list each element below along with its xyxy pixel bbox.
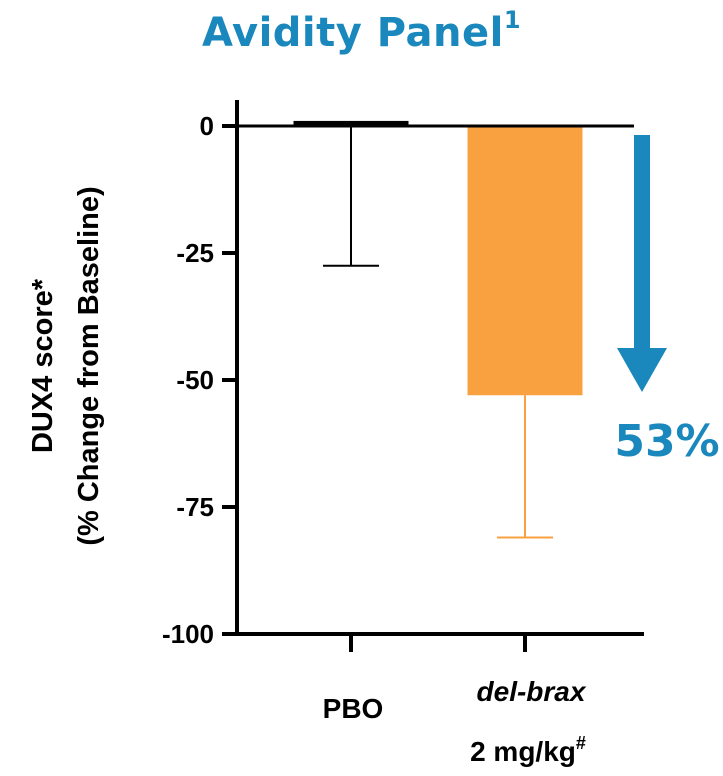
- y-tick-label: -50: [176, 365, 214, 395]
- y-axis-label-line2: (% Change from Baseline): [73, 186, 105, 545]
- bar: [293, 120, 409, 126]
- y-tick-label: -75: [176, 492, 214, 522]
- category-label: PBO: [323, 693, 384, 724]
- category-sublabel: 2 mg/kg#: [470, 733, 586, 767]
- y-tick-label: -100: [162, 619, 214, 649]
- y-tick-label: -25: [176, 238, 214, 268]
- reduction-arrow: [617, 135, 667, 392]
- reduction-percent-label: 53%: [614, 416, 719, 467]
- category-sublabel-superscript: #: [576, 733, 586, 753]
- y-tick-label: 0: [200, 111, 214, 141]
- title-superscript: 1: [503, 6, 522, 34]
- chart-title: Avidity Panel1: [201, 6, 522, 56]
- y-axis-label-line1: DUX4 score*: [27, 278, 59, 453]
- bar: [467, 126, 583, 396]
- category-label: del-brax: [477, 676, 587, 707]
